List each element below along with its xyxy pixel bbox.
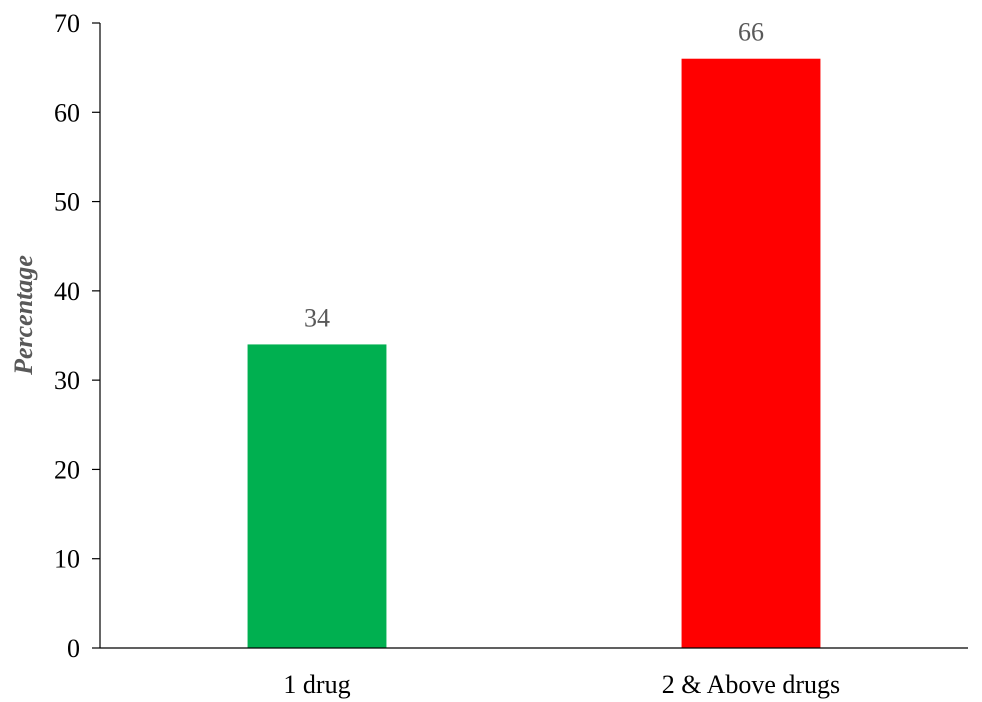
y-tick-label: 50 (54, 188, 80, 217)
y-tick-label: 60 (54, 98, 80, 127)
y-tick-label: 40 (54, 277, 80, 306)
x-category-label: 1 drug (283, 670, 350, 699)
y-tick-label: 20 (54, 455, 80, 484)
bar-data-label: 34 (304, 303, 330, 332)
y-tick-label: 0 (67, 634, 80, 663)
bar-data-label: 66 (738, 18, 764, 47)
y-axis-title: Percentage (9, 255, 38, 376)
y-tick-label: 70 (54, 9, 80, 38)
bars: 34 66 (247, 18, 821, 648)
x-axis: 1 drug 2 & Above drugs (100, 647, 968, 699)
bar (247, 344, 387, 648)
y-tick-label: 10 (54, 545, 80, 574)
x-category-label: 2 & Above drugs (662, 670, 840, 699)
y-tick-label: 30 (54, 366, 80, 395)
bar (681, 58, 821, 648)
y-axis: 0 10 20 30 40 50 60 70 (54, 9, 101, 663)
